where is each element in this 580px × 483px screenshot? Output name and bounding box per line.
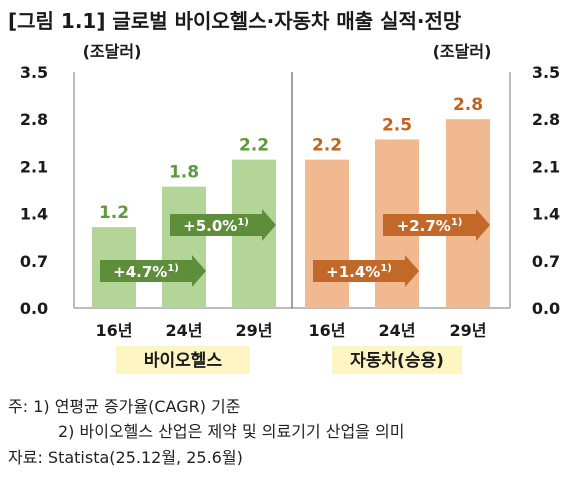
- bio-group-label: 바이오헬스: [144, 351, 223, 371]
- auto-growth-arrow: [313, 255, 419, 287]
- bar-chart: 3.5 3.5 2.8 2.8 2.1 2.1 1.4 1.4 0.7 0.7 0.0 0.0 (조달러…: [20, 42, 560, 374]
- left-tick-label: 2.1: [20, 157, 48, 176]
- right-tick-label: 3.5: [532, 63, 560, 82]
- chart-axes: 3.5 3.5 2.8 2.8 2.1 2.1 1.4 1.4 0.7 0.7 0.0 0.0 (조달러…: [20, 42, 560, 318]
- auto-growth-label: +1.4%1): [326, 263, 392, 281]
- bio-group-box: [116, 346, 250, 374]
- right-tick-label: 0.0: [532, 299, 560, 318]
- auto-value-label: 2.8: [453, 95, 483, 115]
- right-tick-label: 2.8: [532, 110, 560, 129]
- left-tick-label: 0.7: [20, 252, 48, 271]
- bio-category-label: 16년: [96, 321, 133, 340]
- bio-value-label: 2.2: [239, 136, 269, 156]
- auto-category-label: 16년: [309, 321, 346, 340]
- left-unit-label: (조달러): [83, 42, 142, 61]
- auto-growth-label: +2.7%1): [397, 217, 463, 235]
- bio-growth-label: +4.7%1): [113, 263, 179, 281]
- auto-value-label: 2.2: [312, 136, 342, 156]
- right-tick-label: 0.7: [532, 252, 560, 271]
- right-tick-label: 2.1: [532, 157, 560, 176]
- auto-group-box: [332, 346, 462, 374]
- bio-value-label: 1.8: [169, 163, 199, 183]
- auto-growth-arrow: [383, 209, 490, 241]
- figure-title: [그림 1.1] 글로벌 바이오헬스·자동차 매출 실적·전망: [8, 9, 462, 33]
- chart-annotations: +4.7%1) +5.0%1) +1.4%1) +2.7%1): [100, 209, 490, 287]
- right-unit-label: (조달러): [433, 42, 492, 61]
- auto-bar: [446, 119, 490, 308]
- bio-value-label: 1.2: [99, 203, 129, 223]
- bio-category-label: 29년: [236, 321, 273, 340]
- note-cagr: 주: 1) 연평균 증가율(CAGR) 기준: [8, 397, 241, 416]
- bio-growth-label: +5.0%1): [183, 217, 249, 235]
- auto-category-label: 29년: [450, 321, 487, 340]
- note-biohealth: 2) 바이오헬스 산업은 제약 및 의료기기 산업을 의미: [58, 422, 405, 441]
- bio-category-label: 24년: [166, 321, 203, 340]
- auto-group-label: 자동차(승용): [350, 351, 444, 371]
- bio-growth-arrow: [170, 209, 276, 241]
- left-tick-label: 2.8: [20, 110, 48, 129]
- bio-bar: [162, 186, 206, 308]
- left-tick-label: 0.0: [20, 299, 48, 318]
- left-tick-label: 1.4: [20, 205, 48, 224]
- right-tick-label: 1.4: [532, 205, 560, 224]
- source-note: 자료: Statista(25.12월, 25.6월): [8, 448, 243, 467]
- auto-value-label: 2.5: [382, 115, 412, 135]
- auto-bar: [305, 159, 349, 308]
- bio-growth-arrow: [100, 255, 206, 287]
- auto-category-label: 24년: [379, 321, 416, 340]
- left-tick-label: 3.5: [20, 63, 48, 82]
